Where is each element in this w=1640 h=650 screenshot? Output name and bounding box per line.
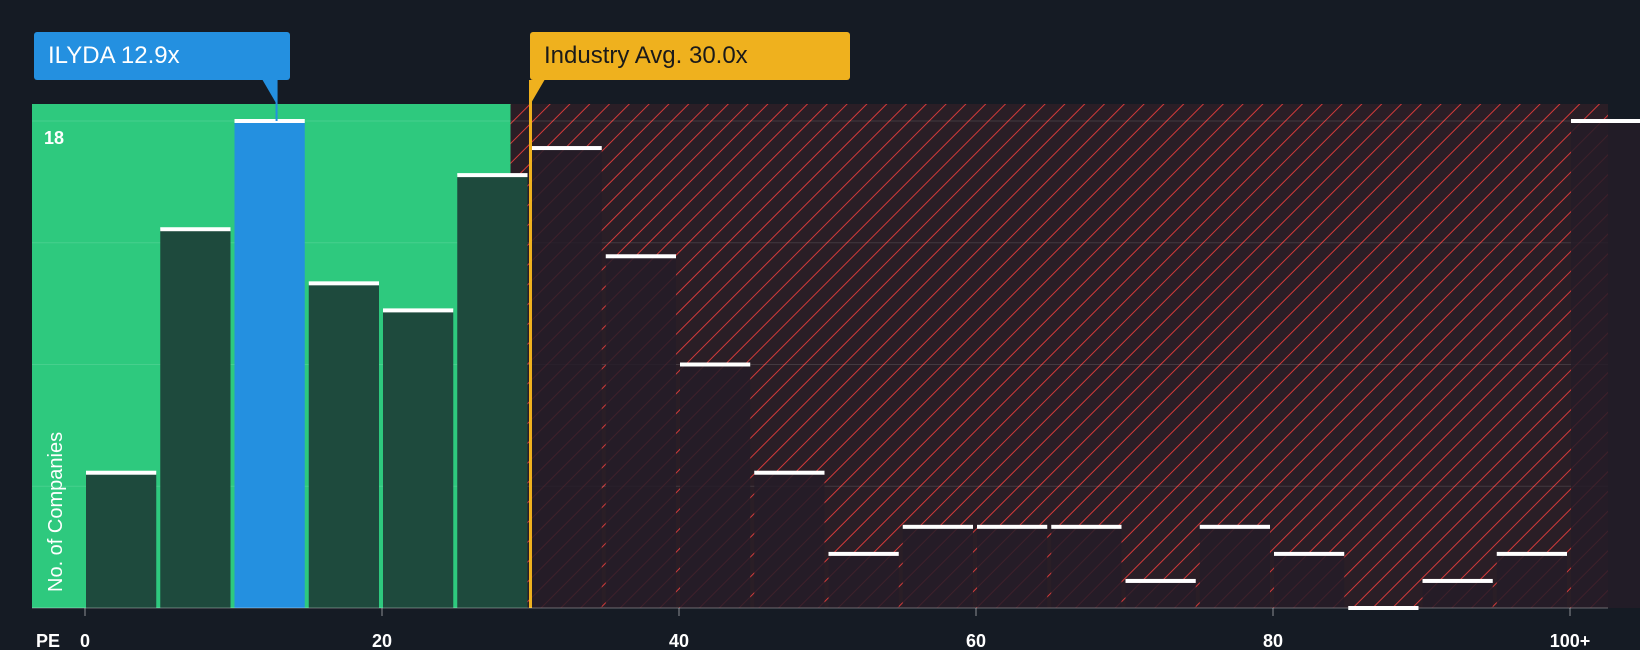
company-pe-callout: ILYDA 12.9x: [34, 32, 290, 80]
x-tick-label: 60: [966, 631, 986, 650]
x-tick-label: 40: [669, 631, 689, 650]
histogram-bar-11: [902, 526, 973, 608]
histogram-bar-6: [531, 148, 602, 609]
histogram-bar-3: [308, 283, 379, 608]
histogram-bar-8: [680, 364, 751, 608]
histogram-bar-cap-14: [1125, 578, 1196, 583]
industry-callout-tail: [530, 80, 545, 104]
histogram-bar-7: [605, 256, 676, 608]
histogram-bar-cap-10: [828, 551, 899, 556]
histogram-bar-16: [1274, 553, 1345, 608]
x-tick-label: 100+: [1550, 631, 1591, 650]
x-tick-label: 80: [1263, 631, 1283, 650]
histogram-bar-19: [1496, 553, 1567, 608]
histogram-bar-1: [160, 229, 231, 608]
histogram-bar-cap-20: [1571, 119, 1640, 123]
histogram-bar-cap-3: [308, 281, 379, 286]
histogram-bar-4: [383, 310, 454, 608]
histogram-bar-cap-19: [1496, 551, 1567, 556]
histogram-bar-0: [86, 472, 157, 608]
histogram-bar-cap-0: [86, 470, 157, 475]
histogram-bar-cap-8: [680, 362, 751, 367]
histogram-bar-cap-6: [531, 146, 602, 151]
histogram-bar-12: [977, 526, 1048, 608]
histogram-bar-cap-13: [1051, 524, 1122, 529]
x-tick-label: 0: [80, 631, 90, 650]
histogram-bar-5: [457, 175, 528, 608]
histogram-bar-18: [1422, 580, 1493, 608]
histogram-bar-14: [1125, 580, 1196, 608]
histogram-bar-cap-11: [902, 524, 973, 529]
histogram-bar-13: [1051, 526, 1122, 608]
histogram-bar-cap-2: [234, 119, 305, 123]
y-tick-label: 18: [44, 128, 64, 148]
histogram-bar-10: [828, 553, 899, 608]
histogram-bar-cap-1: [160, 227, 231, 232]
histogram-bar-9: [754, 472, 825, 608]
histogram-bar-cap-7: [605, 254, 676, 259]
histogram-bar-cap-9: [754, 470, 825, 475]
x-axis-label: PE: [36, 631, 60, 650]
y-axis-label: No. of Companies: [45, 432, 67, 592]
histogram-bar-15: [1199, 526, 1270, 608]
x-tick-label: 20: [372, 631, 392, 650]
industry-average-callout: Industry Avg. 30.0x: [530, 32, 850, 80]
histogram-bar-2: [234, 121, 305, 608]
histogram-bar-cap-4: [383, 308, 454, 313]
histogram-bar-cap-12: [977, 524, 1048, 529]
histogram-bar-cap-15: [1199, 524, 1270, 529]
company-callout-tail: [262, 80, 277, 104]
histogram-bar-cap-5: [457, 173, 528, 178]
company-pe-label: ILYDA 12.9x: [48, 42, 180, 69]
histogram-bar-cap-17: [1348, 606, 1419, 610]
industry-average-label: Industry Avg. 30.0x: [544, 42, 748, 69]
histogram-bar-cap-16: [1274, 551, 1345, 556]
histogram-bar-cap-18: [1422, 578, 1493, 583]
histogram-bar-20: [1571, 121, 1640, 608]
